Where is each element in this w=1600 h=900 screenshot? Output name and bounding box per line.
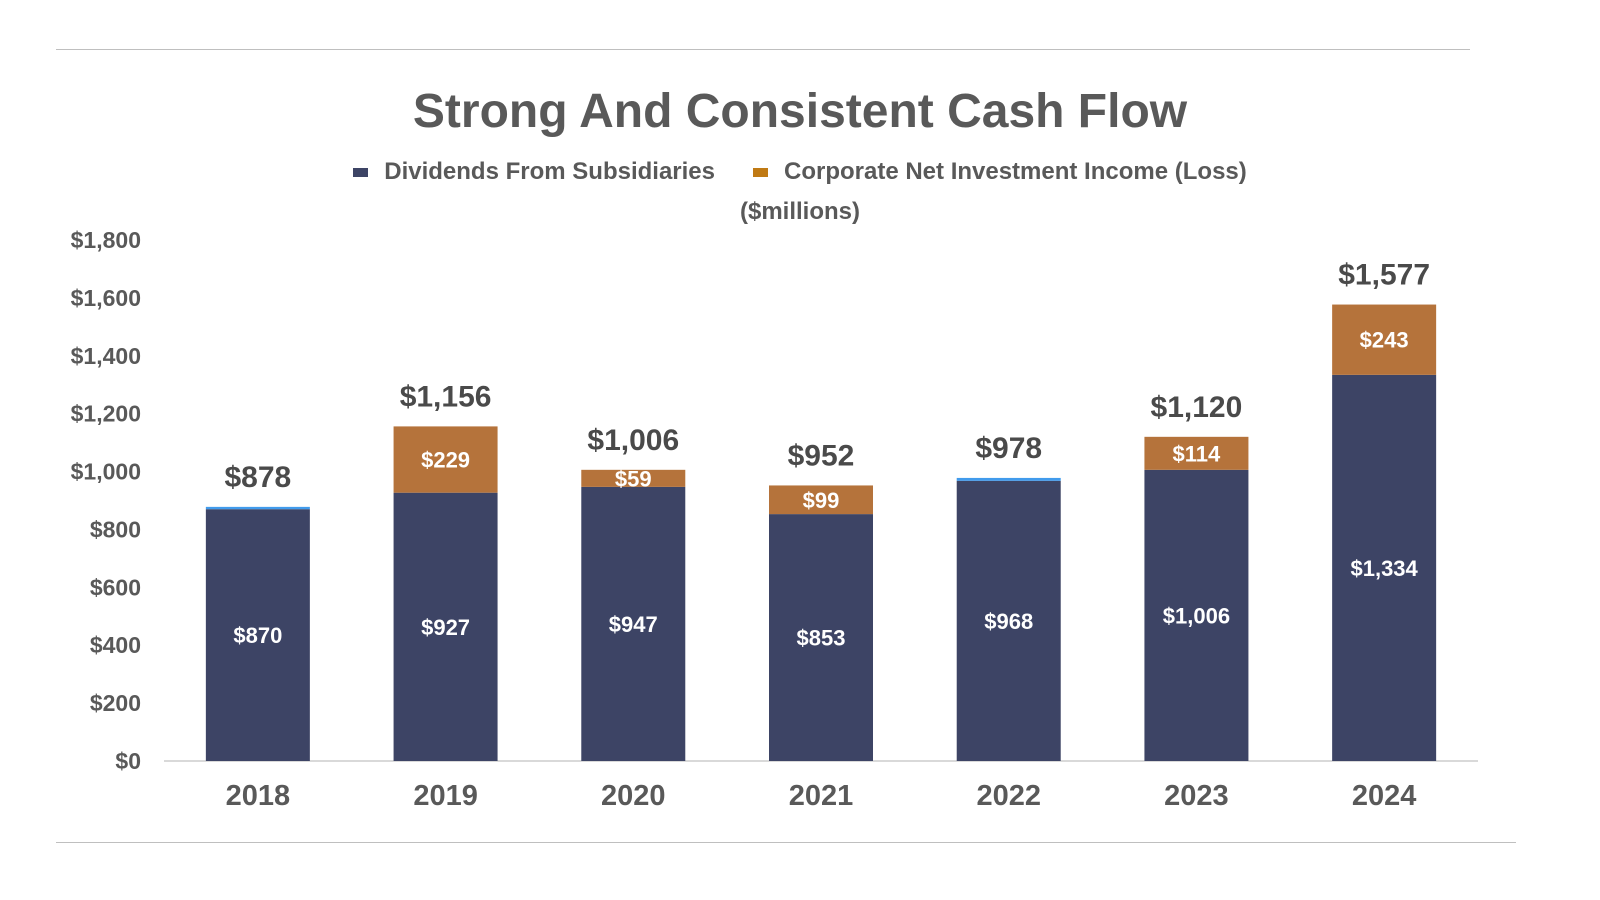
bar-segment-0 — [393, 492, 498, 761]
y-tick-label: $1,200 — [71, 401, 141, 427]
bar-segment-0 — [769, 514, 873, 761]
x-tick-label: 2022 — [976, 780, 1041, 812]
legend-label-investment-income: Corporate Net Investment Income (Loss) — [784, 158, 1247, 185]
x-tick-label: 2023 — [1164, 780, 1229, 812]
y-tick-label: $1,000 — [71, 459, 141, 485]
bar-segment-2 — [393, 426, 498, 493]
y-tick-label: $400 — [90, 632, 141, 658]
bar-segment-0 — [205, 509, 310, 761]
total-label: $1,006 — [587, 424, 679, 457]
total-label: $1,156 — [400, 380, 492, 413]
data-label: $947 — [609, 612, 658, 637]
chart-title: Strong And Consistent Cash Flow — [412, 85, 1188, 138]
data-label: $968 — [984, 609, 1033, 634]
total-label: $952 — [788, 439, 855, 472]
legend-item-investment-income: Corporate Net Investment Income (Loss) — [753, 158, 1247, 186]
bar-segment-0 — [1332, 374, 1437, 761]
data-label: $1,006 — [1163, 603, 1230, 628]
y-tick-label: $200 — [90, 690, 141, 716]
x-tick-label: 2018 — [226, 780, 291, 812]
chart-legend: Dividends From Subsidiaries Corporate Ne… — [0, 158, 1600, 186]
data-label: $99 — [803, 488, 840, 513]
data-label: $853 — [797, 626, 846, 651]
data-label: $114 — [1173, 441, 1221, 466]
total-label: $1,577 — [1338, 259, 1430, 292]
data-label: $1,334 — [1350, 556, 1418, 581]
data-label: $59 — [615, 466, 652, 491]
x-tick-label: 2024 — [1352, 780, 1417, 812]
bar-segment-1 — [205, 506, 310, 510]
bar-segment-0 — [1144, 469, 1249, 761]
y-tick-label: $1,600 — [71, 285, 141, 311]
x-tick-label: 2020 — [601, 780, 666, 812]
bar-segment-2 — [1332, 304, 1437, 375]
y-tick-label: $800 — [90, 516, 141, 542]
y-tick-label: $1,800 — [71, 227, 141, 253]
legend-item-dividends: Dividends From Subsidiaries — [353, 158, 715, 186]
bar-segment-2 — [1144, 436, 1249, 470]
legend-label-dividends: Dividends From Subsidiaries — [384, 158, 715, 185]
bottom-divider — [56, 842, 1516, 843]
data-label: $243 — [1360, 328, 1409, 353]
bar-segment-2 — [581, 469, 686, 487]
legend-swatch-investment-income — [753, 167, 768, 177]
data-label: $870 — [233, 623, 282, 648]
top-divider — [56, 49, 1470, 50]
data-label: $927 — [421, 615, 470, 640]
y-tick-label: $1,400 — [71, 343, 141, 369]
total-label: $978 — [975, 432, 1042, 465]
legend-swatch-dividends — [353, 167, 369, 177]
data-label: $229 — [421, 448, 470, 473]
x-tick-label: 2019 — [413, 780, 478, 812]
x-tick-label: 2021 — [789, 780, 854, 812]
bar-segment-0 — [956, 480, 1061, 761]
total-label: $1,120 — [1151, 391, 1243, 424]
bar-segment-1 — [956, 477, 1061, 481]
bar-segment-2 — [769, 485, 873, 515]
bar-segment-0 — [581, 486, 686, 761]
unit-label: ($millions) — [739, 198, 860, 225]
y-tick-label: $600 — [90, 574, 141, 600]
total-label: $878 — [224, 461, 291, 494]
y-tick-label: $0 — [115, 748, 141, 774]
